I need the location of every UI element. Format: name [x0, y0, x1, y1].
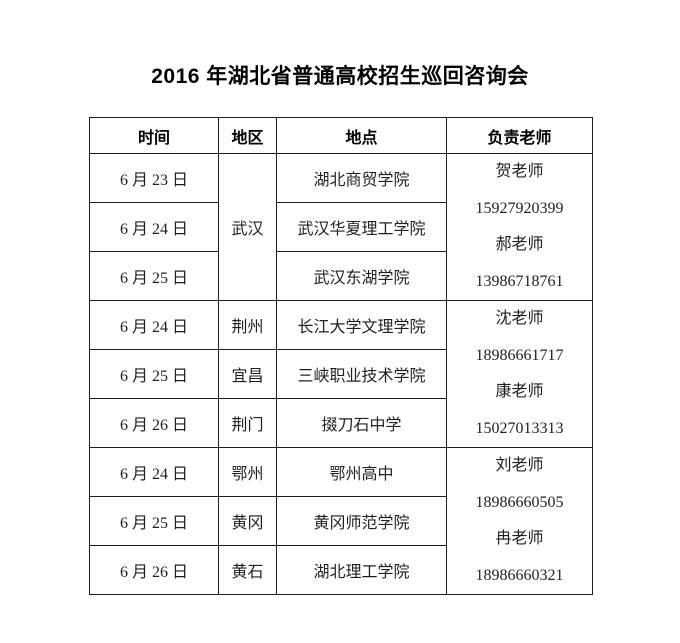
date-cell: 6 月 23 日	[89, 153, 219, 203]
date-cell: 6 月 26 日	[89, 398, 219, 448]
teacher-phone: 18986661717	[475, 346, 564, 364]
teacher-name: 郝老师	[495, 236, 544, 254]
teacher-name: 康老师	[495, 383, 544, 401]
table-row: 6 月 26 日 黄石 湖北理工学院	[89, 545, 593, 595]
header-row: 时间 地区 地点 负责老师	[89, 117, 593, 154]
teacher-phone: 15027013313	[475, 419, 564, 437]
table-row: 6 月 24 日 荆州 长江大学文理学院 沈老师 18986661717 康老师…	[89, 300, 593, 448]
table-row: 6 月 25 日 黄冈 黄冈师范学院	[89, 496, 593, 546]
region-cell: 荆州	[218, 300, 277, 350]
place-cell: 长江大学文理学院	[276, 300, 447, 350]
teacher-phone: 18986660321	[475, 566, 564, 584]
teacher-cell: 贺老师 15927920399 郝老师 13986718761	[446, 153, 593, 301]
table-row: 6 月 24 日 鄂州 鄂州高中 刘老师 18986660505 冉老师 189…	[89, 447, 593, 595]
date-cell: 6 月 24 日	[89, 202, 219, 252]
table-row: 6 月 26 日 荆门 掇刀石中学	[89, 398, 593, 448]
teacher-name: 沈老师	[495, 310, 544, 328]
place-cell: 三峡职业技术学院	[276, 349, 447, 399]
col-header-time: 时间	[89, 117, 219, 154]
region-cell: 黄石	[218, 545, 277, 595]
teacher-lines: 沈老师 18986661717 康老师 15027013313	[448, 302, 592, 447]
teacher-name: 贺老师	[495, 163, 544, 181]
date-cell: 6 月 24 日	[89, 447, 219, 497]
schedule-table: 时间 地区 地点 负责老师 6 月 23 日 武汉 湖北商贸学院 贺老师 159…	[89, 117, 593, 595]
teacher-name: 冉老师	[495, 530, 544, 548]
date-cell: 6 月 25 日	[89, 349, 219, 399]
teacher-lines: 贺老师 15927920399 郝老师 13986718761	[448, 155, 592, 300]
place-cell: 黄冈师范学院	[276, 496, 447, 546]
teacher-phone: 18986660505	[475, 493, 564, 511]
date-cell: 6 月 24 日	[89, 300, 219, 350]
place-cell: 湖北理工学院	[276, 545, 447, 595]
region-cell: 黄冈	[218, 496, 277, 546]
place-cell: 掇刀石中学	[276, 398, 447, 448]
teacher-phone: 15927920399	[475, 199, 564, 217]
date-cell: 6 月 25 日	[89, 251, 219, 301]
table-row: 6 月 24 日 武汉华夏理工学院	[89, 202, 593, 252]
date-cell: 6 月 26 日	[89, 545, 219, 595]
place-cell: 武汉东湖学院	[276, 251, 447, 301]
place-cell: 武汉华夏理工学院	[276, 202, 447, 252]
teacher-lines: 刘老师 18986660505 冉老师 18986660321	[448, 449, 592, 594]
table-row: 6 月 25 日 宜昌 三峡职业技术学院	[89, 349, 593, 399]
region-cell: 武汉	[218, 153, 277, 301]
col-header-teacher: 负责老师	[446, 117, 593, 154]
region-cell: 宜昌	[218, 349, 277, 399]
region-cell: 荆门	[218, 398, 277, 448]
region-cell: 鄂州	[218, 447, 277, 497]
date-cell: 6 月 25 日	[89, 496, 219, 546]
teacher-cell: 沈老师 18986661717 康老师 15027013313	[446, 300, 593, 448]
table-row: 6 月 25 日 武汉东湖学院	[89, 251, 593, 301]
page-title: 2016 年湖北省普通高校招生巡回咨询会	[151, 65, 529, 88]
teacher-phone: 13986718761	[475, 272, 564, 290]
place-cell: 鄂州高中	[276, 447, 447, 497]
teacher-name: 刘老师	[495, 457, 544, 475]
col-header-place: 地点	[276, 117, 447, 154]
col-header-region: 地区	[218, 117, 277, 154]
table-row: 6 月 23 日 武汉 湖北商贸学院 贺老师 15927920399 郝老师 1…	[89, 153, 593, 301]
teacher-cell: 刘老师 18986660505 冉老师 18986660321	[446, 447, 593, 595]
place-cell: 湖北商贸学院	[276, 153, 447, 203]
